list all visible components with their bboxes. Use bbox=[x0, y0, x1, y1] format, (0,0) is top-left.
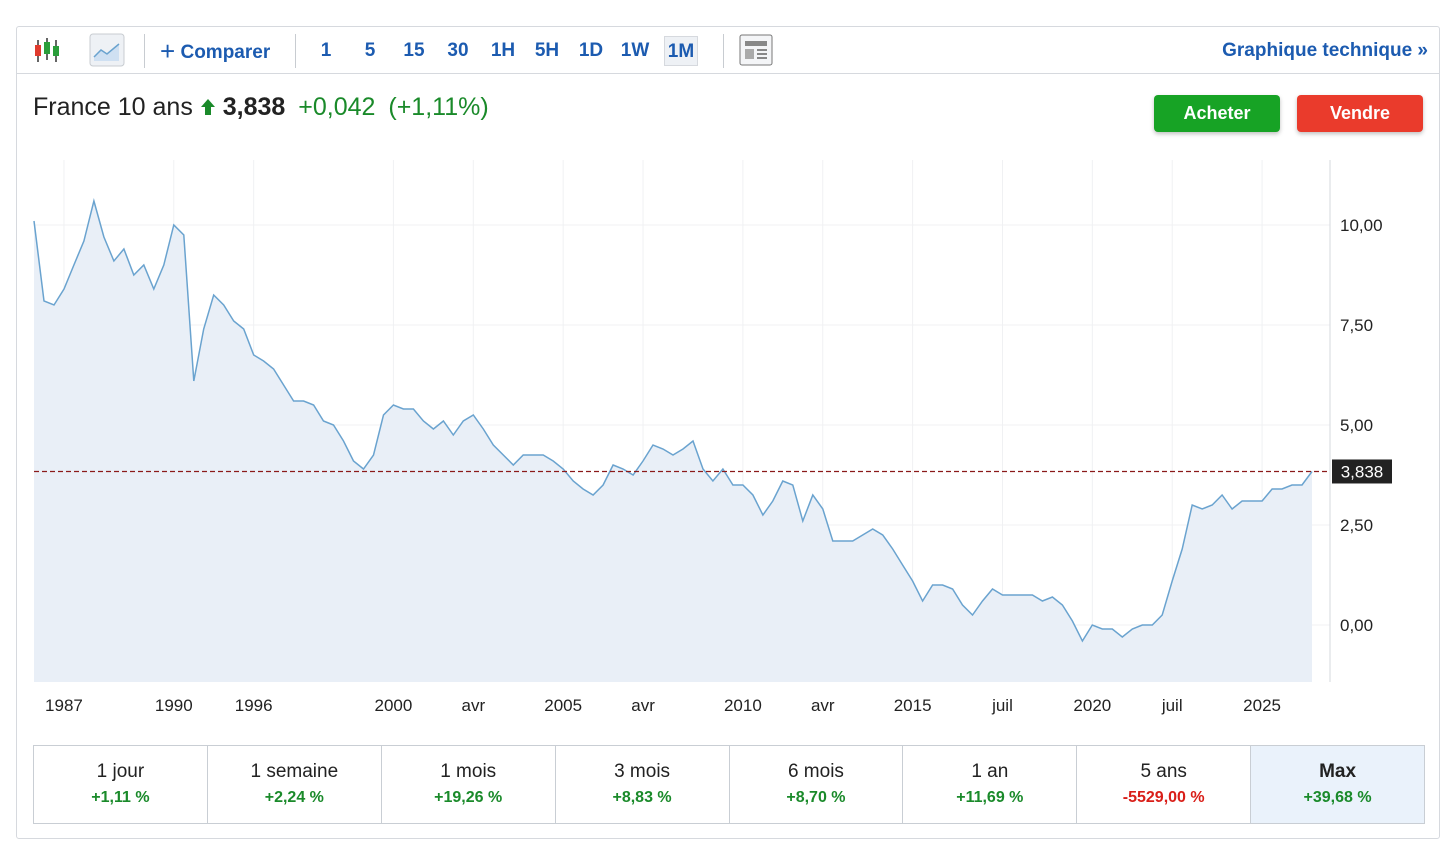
news-icon[interactable] bbox=[738, 33, 774, 67]
performance-tab[interactable]: 5 ans -5529,00 % bbox=[1077, 746, 1252, 823]
x-tick-label: juil bbox=[1161, 696, 1183, 715]
interval-button[interactable]: 15 bbox=[403, 40, 425, 61]
x-tick-label: 2015 bbox=[894, 696, 932, 715]
x-tick-label: 2000 bbox=[375, 696, 413, 715]
compare-label: Comparer bbox=[180, 42, 271, 63]
period-change: +2,24 % bbox=[264, 789, 324, 806]
interval-button[interactable]: 1 bbox=[320, 40, 332, 61]
x-tick-label: 2010 bbox=[724, 696, 762, 715]
toolbar: + Comparer 1 5 15 30 1H 5H 1D 1W 1M Graphique te… bbox=[16, 26, 1440, 74]
y-tick-label: 10,00 bbox=[1340, 216, 1383, 235]
quote-header: France 10 ans 3,838 +0,042 (+1,11%) bbox=[33, 93, 489, 122]
performance-tab[interactable]: Max +39,68 % bbox=[1251, 746, 1424, 823]
up-arrow bbox=[200, 99, 215, 115]
interval-button[interactable]: 5 bbox=[364, 40, 376, 61]
x-tick-label: 2020 bbox=[1073, 696, 1111, 715]
x-tick-label: avr bbox=[462, 696, 486, 715]
candles-icon[interactable] bbox=[32, 36, 62, 66]
interval-button[interactable]: 1W bbox=[620, 40, 650, 61]
performance-tabs: 1 jour +1,11 % 1 semaine +2,24 % 1 mois +19,2… bbox=[33, 745, 1425, 824]
period-change: +19,26 % bbox=[434, 789, 503, 806]
x-tick-label: juil bbox=[991, 696, 1013, 715]
x-tick-label: 1990 bbox=[155, 696, 193, 715]
sell-button[interactable]: Vendre bbox=[1297, 95, 1423, 132]
interval-button[interactable]: 1H bbox=[490, 40, 516, 61]
price-line bbox=[33, 198, 1313, 643]
separator bbox=[144, 34, 145, 68]
period-label: 1 semaine bbox=[250, 761, 339, 782]
y-tick-label: 5,00 bbox=[1340, 416, 1373, 435]
y-tick-label: 2,50 bbox=[1340, 516, 1373, 535]
x-tick-label: 1996 bbox=[235, 696, 273, 715]
performance-tab[interactable]: 6 mois +8,70 % bbox=[730, 746, 904, 823]
line-icon[interactable] bbox=[89, 33, 125, 67]
period-label: Max bbox=[1319, 761, 1357, 782]
period-label: 1 an bbox=[971, 761, 1009, 782]
compare-button[interactable]: + Comparer bbox=[160, 36, 270, 66]
separator bbox=[723, 34, 724, 68]
period-change: +1,11 % bbox=[91, 789, 150, 806]
change-pct: (+1,11%) bbox=[388, 93, 489, 121]
change: +0,042 bbox=[298, 93, 376, 121]
performance-tab[interactable]: 3 mois +8,83 % bbox=[556, 746, 730, 823]
performance-tab[interactable]: 1 semaine +2,24 % bbox=[208, 746, 382, 823]
performance-tab[interactable]: 1 jour +1,11 % bbox=[34, 746, 208, 823]
interval-button[interactable]: 30 bbox=[447, 40, 469, 61]
price-tag bbox=[1332, 459, 1392, 484]
separator bbox=[295, 34, 296, 68]
x-tick-label: 2025 bbox=[1243, 696, 1281, 715]
x-tick-label: 2005 bbox=[544, 696, 582, 715]
y-tick-label: 7,50 bbox=[1340, 316, 1373, 335]
y-tick-label: 0,00 bbox=[1340, 616, 1373, 635]
period-change: +11,69 % bbox=[956, 789, 1024, 806]
performance-tab[interactable]: 1 an +11,69 % bbox=[903, 746, 1078, 823]
plus-icon: + bbox=[160, 36, 176, 66]
widget-card bbox=[16, 26, 1440, 839]
x-tick-label: avr bbox=[811, 696, 835, 715]
period-change: -5529,00 % bbox=[1122, 789, 1205, 806]
period-label: 3 mois bbox=[614, 761, 671, 782]
period-label: 6 mois bbox=[787, 761, 844, 782]
period-change: +8,70 % bbox=[786, 789, 846, 806]
period-label: 5 ans bbox=[1140, 761, 1187, 782]
instrument-name: France 10 ans bbox=[33, 93, 193, 121]
interval-button[interactable]: 5H bbox=[534, 40, 560, 61]
period-label: 1 mois bbox=[440, 761, 497, 782]
period-label: 1 jour bbox=[96, 761, 145, 782]
interval-button[interactable]: 1D bbox=[578, 40, 604, 61]
x-tick-label: 1987 bbox=[45, 696, 83, 715]
area-fill bbox=[34, 201, 1312, 682]
price-tag-label: 3,838 bbox=[1341, 462, 1384, 481]
interval-button[interactable]: 1M bbox=[664, 36, 698, 66]
price: 3,838 bbox=[222, 93, 286, 121]
period-change: +8,83 % bbox=[612, 789, 672, 806]
technical-link[interactable]: Graphique technique » bbox=[1222, 40, 1428, 61]
buy-button[interactable]: Acheter bbox=[1154, 95, 1280, 132]
performance-tab[interactable]: 1 mois +19,26 % bbox=[382, 746, 556, 823]
x-tick-label: avr bbox=[631, 696, 655, 715]
period-change: +39,68 % bbox=[1303, 789, 1372, 806]
